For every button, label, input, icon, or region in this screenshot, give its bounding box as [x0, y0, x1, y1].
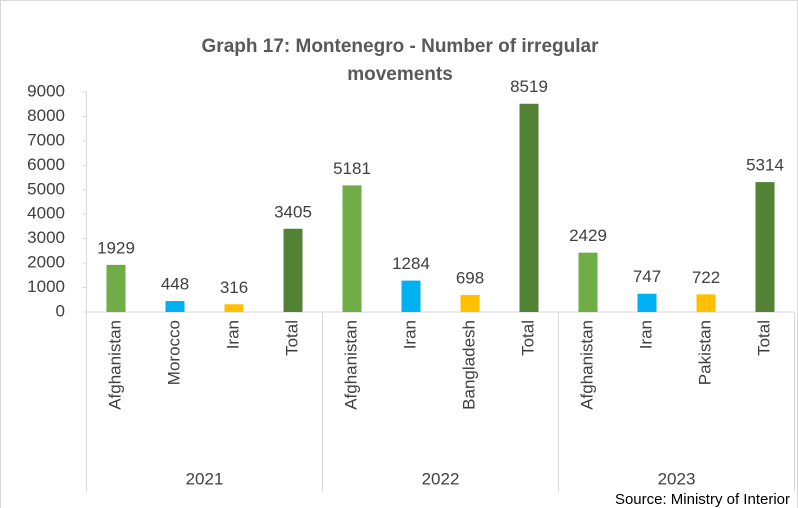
- bar: [519, 103, 539, 312]
- value-label: 2429: [569, 226, 607, 245]
- x-tick-label: Iran: [636, 320, 655, 349]
- group-label: 2021: [186, 469, 224, 488]
- x-tick-label: Pakistan: [695, 320, 714, 385]
- bar: [106, 264, 126, 312]
- chart-title: movements: [347, 64, 453, 85]
- x-tick-label: Total: [282, 320, 301, 356]
- bar: [224, 304, 244, 312]
- bar: [578, 252, 598, 312]
- y-tick-label: 9000: [27, 81, 65, 100]
- x-tick-label: Bangladesh: [459, 320, 478, 410]
- x-tick-label: Morocco: [164, 320, 183, 385]
- group-label: 2023: [658, 469, 696, 488]
- value-label: 3405: [274, 202, 312, 221]
- bar: [283, 228, 303, 312]
- y-tick-label: 1000: [27, 277, 65, 296]
- bar: [401, 280, 421, 312]
- x-tick-label: Afghanistan: [341, 320, 360, 410]
- x-tick-label: Total: [754, 320, 773, 356]
- value-label: 5314: [746, 156, 784, 175]
- y-tick-label: 2000: [27, 253, 65, 272]
- bar: [637, 293, 657, 312]
- x-tick-label: Total: [518, 320, 537, 356]
- y-tick-label: 3000: [27, 228, 65, 247]
- value-label: 5181: [333, 159, 371, 178]
- bar: [342, 185, 362, 312]
- y-tick-label: 4000: [27, 204, 65, 223]
- bar: [755, 182, 775, 312]
- bar: [460, 294, 480, 312]
- x-tick-label: Iran: [400, 320, 419, 349]
- value-label: 747: [633, 267, 661, 286]
- value-label: 722: [692, 268, 720, 287]
- group-label: 2022: [422, 469, 460, 488]
- y-tick-label: 5000: [27, 179, 65, 198]
- x-tick-label: Iran: [223, 320, 242, 349]
- value-label: 1284: [392, 254, 430, 273]
- chart-title: Graph 17: Montenegro - Number of irregul…: [202, 36, 600, 57]
- source-note: Source: Ministry of Interior: [615, 491, 790, 508]
- value-label: 448: [161, 275, 189, 294]
- bar: [696, 294, 716, 312]
- y-tick-label: 0: [56, 301, 65, 320]
- y-tick-label: 6000: [27, 155, 65, 174]
- y-tick-label: 7000: [27, 130, 65, 149]
- x-tick-label: Afghanistan: [105, 320, 124, 410]
- x-tick-label: Afghanistan: [577, 320, 596, 410]
- value-label: 1929: [97, 238, 135, 257]
- bar: [165, 301, 185, 312]
- value-label: 316: [220, 278, 248, 297]
- value-label: 698: [456, 268, 484, 287]
- value-label: 8519: [510, 77, 548, 96]
- y-tick-label: 8000: [27, 106, 65, 125]
